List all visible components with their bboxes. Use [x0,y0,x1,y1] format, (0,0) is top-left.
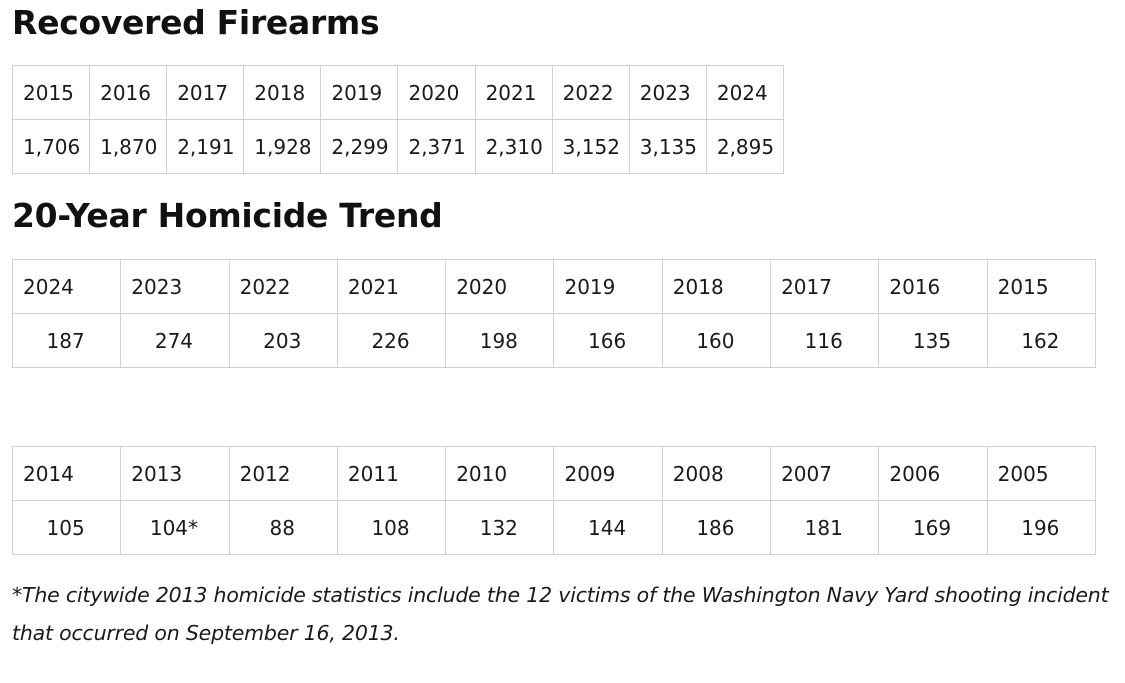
table-cell-count: 226 [336,313,447,368]
table-cell-count: 1,928 [243,119,322,174]
table-cell-count: 2,310 [474,119,553,174]
table-header-row: 2014 2013 2012 2011 2010 2009 2008 2007 … [11,446,1096,501]
table-cell-year: 2015 [11,65,91,120]
table-cell-count: 88 [228,500,338,555]
table-cell-count: 108 [336,500,447,555]
table-cell-year: 2023 [120,259,230,314]
table-cell-year: 2011 [336,446,447,501]
table-cell-count: 187 [11,313,122,368]
table-cell-count: 2,895 [705,119,784,174]
table-cell-year: 2019 [553,259,663,314]
table-cell-count: 203 [228,313,338,368]
table-cell-year: 2022 [228,259,338,314]
table-header-row: 2024 2023 2022 2021 2020 2019 2018 2017 … [11,259,1096,314]
table-cell-year: 2006 [878,446,988,501]
table-row: 1,706 1,870 2,191 1,928 2,299 2,371 2,31… [11,119,784,174]
table-cell-count: 3,135 [628,119,707,174]
table-cell-count: 135 [878,313,988,368]
footnote: *The citywide 2013 homicide statistics i… [12,583,1109,645]
table-cell-year: 2015 [986,259,1096,314]
table-cell-year: 2014 [11,446,122,501]
table-cell-count: 2,371 [397,119,476,174]
table-cell-year: 2007 [770,446,880,501]
table-cell-count: 3,152 [551,119,630,174]
table-cell-year: 2020 [397,65,476,120]
table-cell-year: 2013 [120,446,230,501]
table-cell-year: 2018 [661,259,772,314]
table-cell-year: 2017 [770,259,880,314]
table-row: 187 274 203 226 198 166 160 116 135 162 [11,313,1096,368]
table-cell-year: 2009 [553,446,663,501]
table-cell-year: 2005 [986,446,1096,501]
recovered-firearms-heading: Recovered Firearms [12,3,380,42]
table-cell-year: 2008 [661,446,772,501]
table-cell-year: 2016 [878,259,988,314]
table-cell-count: 160 [661,313,772,368]
table-cell-year: 2022 [551,65,630,120]
table-cell-year: 2024 [11,259,122,314]
table-cell-count: 1,706 [11,119,91,174]
table-cell-count: 104* [120,500,230,555]
table-cell-count: 132 [445,500,555,555]
table-cell-year: 2023 [628,65,707,120]
table-cell-count: 144 [553,500,663,555]
table-cell-count: 1,870 [89,119,168,174]
table-cell-year: 2017 [166,65,245,120]
table-cell-count: 166 [553,313,663,368]
table-cell-year: 2020 [445,259,555,314]
recovered-firearms-table: 2015 2016 2017 2018 2019 2020 2021 2022 … [11,65,784,174]
table-cell-year: 2021 [474,65,553,120]
table-cell-count: 181 [770,500,880,555]
table-cell-count: 169 [878,500,988,555]
table-cell-year: 2016 [89,65,168,120]
table-cell-year: 2018 [243,65,322,120]
table-cell-year: 2024 [705,65,784,120]
table-row: 105 104* 88 108 132 144 186 181 169 196 [11,500,1096,555]
table-cell-count: 186 [661,500,772,555]
table-cell-year: 2012 [228,446,338,501]
table-cell-year: 2010 [445,446,555,501]
table-cell-count: 116 [770,313,880,368]
table-cell-count: 196 [986,500,1096,555]
table-cell-year: 2019 [320,65,399,120]
table-cell-count: 2,191 [166,119,245,174]
table-cell-count: 162 [986,313,1096,368]
homicide-trend-heading: 20-Year Homicide Trend [12,196,443,235]
table-header-row: 2015 2016 2017 2018 2019 2020 2021 2022 … [11,65,784,120]
table-cell-count: 2,299 [320,119,399,174]
homicide-table-2005-2014: 2014 2013 2012 2011 2010 2009 2008 2007 … [11,446,1096,555]
table-cell-year: 2021 [336,259,447,314]
table-cell-count: 274 [120,313,230,368]
table-cell-count: 198 [445,313,555,368]
homicide-table-2015-2024: 2024 2023 2022 2021 2020 2019 2018 2017 … [11,259,1096,368]
table-cell-count: 105 [11,500,122,555]
